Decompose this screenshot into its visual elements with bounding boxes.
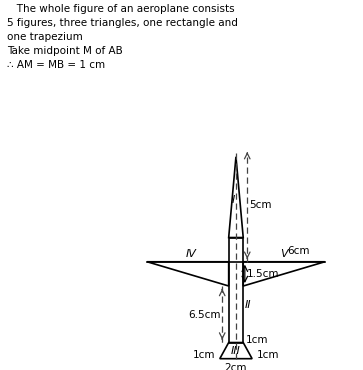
Text: 1cm: 1cm — [257, 350, 280, 360]
Text: III: III — [231, 346, 241, 356]
Text: 1.5cm: 1.5cm — [246, 269, 279, 279]
Text: I: I — [231, 195, 234, 205]
Text: V: V — [281, 249, 288, 259]
Text: 6.5cm: 6.5cm — [188, 310, 221, 320]
Text: The whole figure of an aeroplane consists
5 figures, three triangles, one rectan: The whole figure of an aeroplane consist… — [7, 4, 238, 70]
Text: IV: IV — [185, 249, 196, 259]
Text: 2cm: 2cm — [225, 363, 247, 370]
Text: II: II — [245, 300, 251, 310]
Text: 6cm: 6cm — [287, 246, 310, 256]
Text: 1cm: 1cm — [246, 335, 268, 345]
Text: 1cm: 1cm — [192, 350, 215, 360]
Text: 5cm: 5cm — [249, 200, 272, 210]
